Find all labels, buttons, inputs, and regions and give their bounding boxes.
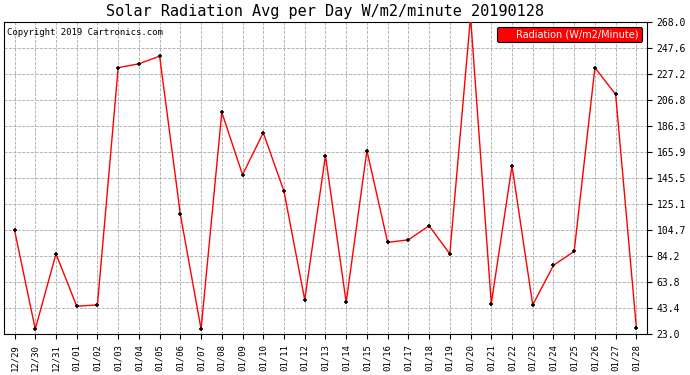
Point: [382, 239, 393, 245]
Point: [92, 302, 103, 308]
Title: Solar Radiation Avg per Day W/m2/minute 20190128: Solar Radiation Avg per Day W/m2/minute …: [106, 4, 544, 19]
Point: [154, 53, 165, 59]
Point: [610, 92, 621, 98]
Point: [589, 64, 600, 70]
Point: [403, 237, 414, 243]
Point: [341, 299, 352, 305]
Point: [279, 188, 290, 194]
Point: [569, 248, 580, 254]
Point: [362, 147, 373, 153]
Point: [527, 302, 538, 308]
Point: [299, 297, 310, 303]
Point: [548, 262, 559, 268]
Legend: Radiation (W/m2/Minute): Radiation (W/m2/Minute): [497, 27, 642, 42]
Point: [175, 211, 186, 217]
Point: [258, 130, 269, 136]
Point: [133, 61, 144, 67]
Point: [506, 163, 518, 169]
Point: [216, 109, 227, 115]
Point: [195, 326, 206, 332]
Point: [486, 301, 497, 307]
Point: [320, 153, 331, 159]
Point: [112, 64, 124, 70]
Point: [50, 251, 61, 257]
Point: [631, 325, 642, 331]
Point: [424, 223, 435, 229]
Point: [465, 13, 476, 20]
Point: [9, 227, 20, 233]
Text: Copyright 2019 Cartronics.com: Copyright 2019 Cartronics.com: [8, 28, 164, 37]
Point: [30, 326, 41, 332]
Point: [444, 251, 455, 257]
Point: [71, 303, 82, 309]
Point: [237, 172, 248, 178]
